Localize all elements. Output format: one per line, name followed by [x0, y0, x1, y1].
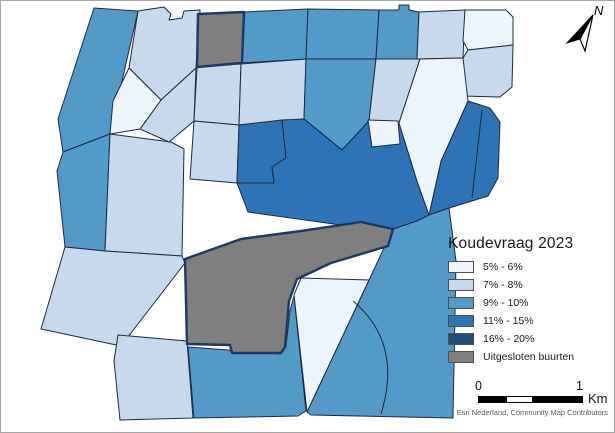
- region-sw-strip: [113, 334, 194, 421]
- legend-item-label: 9% - 10%: [483, 296, 529, 309]
- north-arrow-label: N: [594, 3, 604, 18]
- region-e-light: [461, 44, 514, 98]
- legend-item-label: Uitgesloten buurten: [483, 350, 575, 363]
- region-ne-light: [416, 9, 466, 60]
- attribution-text: Esri Nederland, Community Map Contributo…: [456, 408, 608, 417]
- region-white-small: [109, 67, 162, 135]
- legend-swatch: [448, 260, 474, 273]
- legend: Koudevraag 2023 5% - 6% 7% - 8% 9% - 10% 11…: [448, 235, 608, 368]
- region-sw-large: [40, 246, 186, 347]
- legend-swatch: [448, 350, 474, 363]
- legend-swatch: [448, 296, 474, 309]
- scale-start-label: 0: [475, 379, 482, 393]
- legend-item: 7% - 8%: [448, 278, 608, 291]
- region-white-swath: [398, 57, 469, 216]
- scale-bar-graphic: [478, 396, 583, 403]
- region-excluded-central: [183, 220, 395, 355]
- region-n-mid-blue3: [375, 4, 420, 60]
- legend-item: 16% - 20%: [448, 332, 608, 345]
- region-white-notch: [367, 119, 401, 148]
- legend-item: Uitgesloten buurten: [448, 350, 608, 363]
- scale-unit-label: Km: [588, 391, 608, 406]
- region-s-band: [306, 207, 457, 419]
- legend-item: 11% - 15%: [448, 314, 608, 327]
- boundary-s-band-split: [352, 300, 389, 415]
- region-c-light: [189, 120, 240, 184]
- legend-item-label: 5% - 6%: [483, 260, 523, 273]
- legend-title: Koudevraag 2023: [448, 235, 574, 252]
- legend-item: 5% - 6%: [448, 260, 608, 273]
- legend-swatch: [448, 278, 474, 291]
- region-white-wedge: [293, 277, 370, 413]
- legend-item-label: 7% - 8%: [483, 278, 523, 291]
- scale-bar-numbers: 0 1: [475, 379, 607, 395]
- north-arrow-icon: [565, 14, 594, 53]
- region-nw-band-lower: [56, 133, 111, 252]
- region-excluded-north: [195, 10, 246, 69]
- scale-segment: [531, 397, 582, 402]
- legend-swatch: [448, 314, 474, 327]
- north-arrow: N: [561, 3, 609, 59]
- legend-item-label: 11% - 15%: [483, 314, 534, 327]
- region-ne-corner: [462, 9, 514, 51]
- region-nc-light: [193, 63, 242, 126]
- scale-end-label: 1: [576, 379, 583, 393]
- region-w-mid: [104, 133, 185, 257]
- boundary-e-dark-split: [471, 109, 483, 199]
- scale-bar: 0 1 Km: [475, 379, 608, 406]
- legend-item: 9% - 10%: [448, 296, 608, 309]
- legend-items: 5% - 6% 7% - 8% 9% - 10% 11% - 15% 16% - 20%…: [448, 260, 608, 363]
- legend-item-label: 16% - 20%: [483, 332, 535, 345]
- region-n-mid-blue: [241, 8, 309, 64]
- scale-segment: [479, 397, 507, 402]
- legend-swatch: [448, 332, 474, 345]
- region-nc-light2: [238, 58, 307, 126]
- region-n-mid-blue2: [305, 8, 380, 60]
- scale-segment: [506, 397, 532, 402]
